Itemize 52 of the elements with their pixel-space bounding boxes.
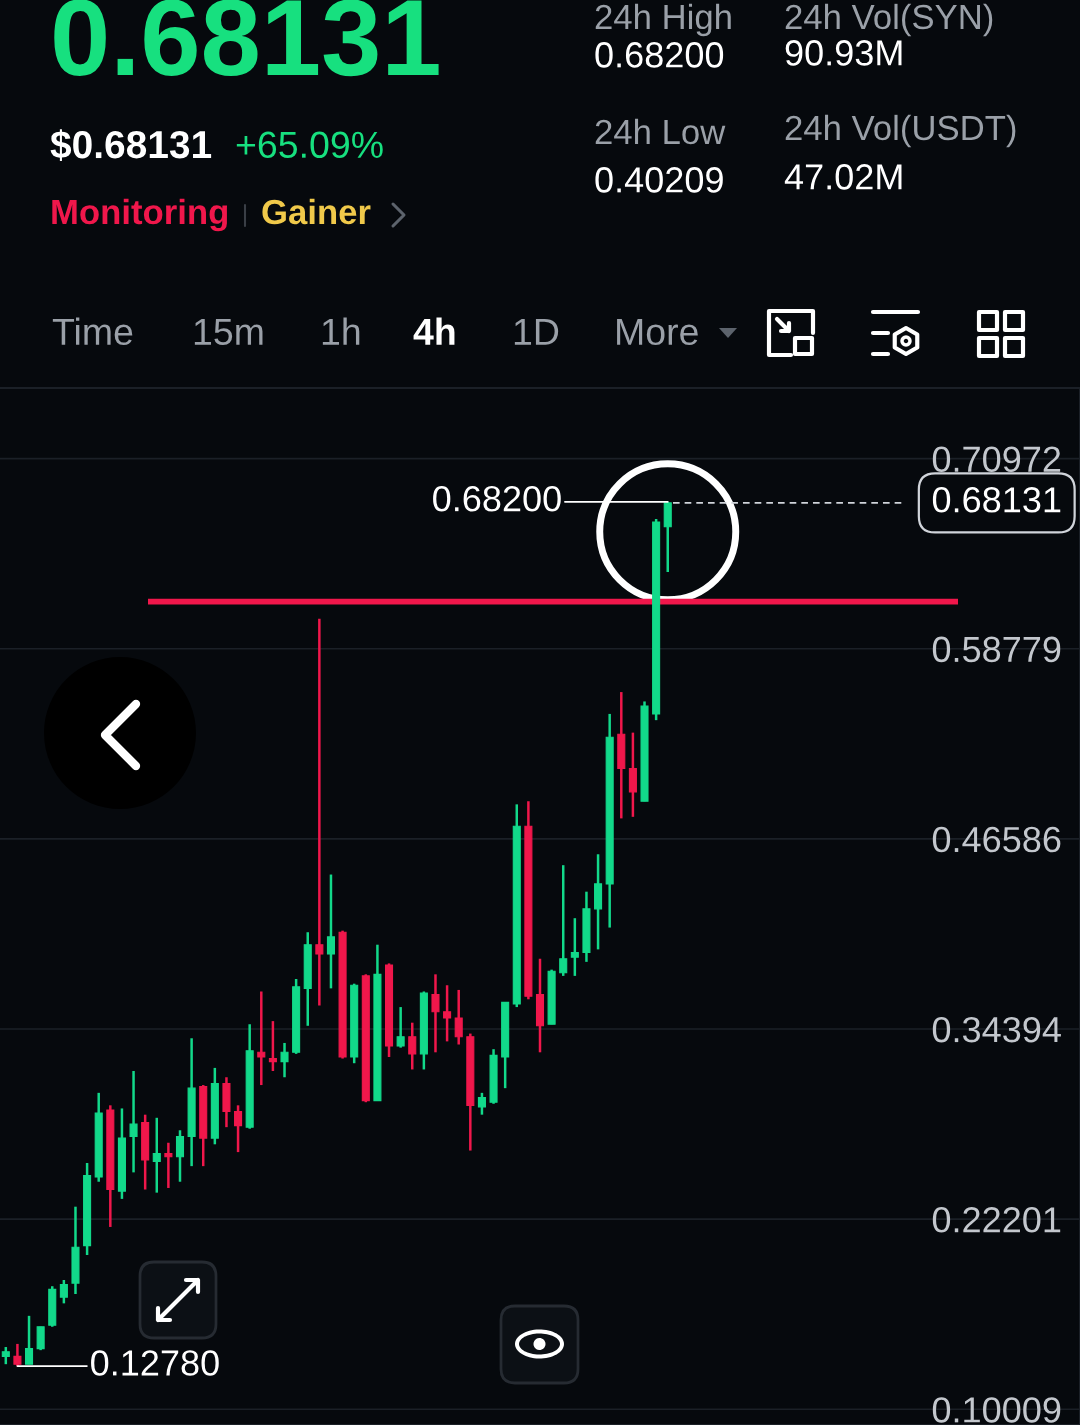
text: Monitoring [52, 198, 228, 232]
text: 4h [413, 317, 455, 345]
annotation: 0.12780 [91, 1350, 219, 1376]
candlestick [268, 1019, 277, 1073]
candlestick [454, 988, 463, 1046]
y-tick-label: 0.58779 [932, 636, 1061, 663]
y-tick-label: 0.34394 [932, 1016, 1061, 1043]
ref-line-label: 0.68131 [932, 487, 1061, 513]
text: +65.09% [236, 131, 383, 159]
candlestick [164, 1141, 173, 1190]
candlestick [13, 1342, 22, 1368]
text: Gainer [262, 198, 371, 225]
candlestick [628, 731, 637, 819]
text: 90.93M [785, 40, 902, 66]
text: $0.68131 [50, 129, 212, 161]
candlestick [152, 1116, 161, 1194]
y-tick-label: 0.22201 [932, 1207, 1061, 1233]
candlestick [36, 1325, 45, 1352]
candlestick [663, 500, 672, 574]
text: More [617, 318, 698, 346]
text: 1h [322, 317, 360, 345]
candlestick [431, 973, 440, 1054]
candlestick [280, 1041, 289, 1079]
candlestick [396, 1005, 405, 1049]
candlestick [24, 1314, 34, 1366]
candlestick [326, 873, 336, 990]
text: 24h Vol(SYN) [785, 3, 993, 37]
text: 24h High [595, 3, 731, 37]
text: 47.02M [784, 164, 902, 190]
chart-title: 0.68131 [54, 0, 439, 77]
text: 15m [194, 318, 263, 346]
candlestick [443, 984, 452, 1043]
candlestick [129, 1069, 138, 1174]
candlestick [59, 1278, 68, 1305]
annotation: 0.68200 [433, 485, 561, 512]
candlestick [234, 1104, 243, 1154]
text: 24h Vol(USDT) [785, 114, 1016, 148]
candlestick [315, 617, 324, 1007]
candlestick [570, 916, 579, 978]
text: 0.68200 [595, 42, 724, 68]
candlestick [175, 1129, 185, 1183]
candlestick [477, 1091, 486, 1116]
y-tick-label: 0.46586 [932, 826, 1061, 853]
y-tick-label: 0.10009 [932, 1397, 1061, 1423]
text: Time [52, 317, 133, 346]
candlestick [408, 1021, 417, 1071]
y-tick-label: 0.70972 [932, 446, 1061, 473]
text: 1D [514, 318, 559, 345]
candlestick [257, 990, 266, 1087]
text: 0.40209 [595, 167, 723, 193]
text: 24h Low [595, 118, 726, 145]
candlestick [559, 863, 568, 978]
